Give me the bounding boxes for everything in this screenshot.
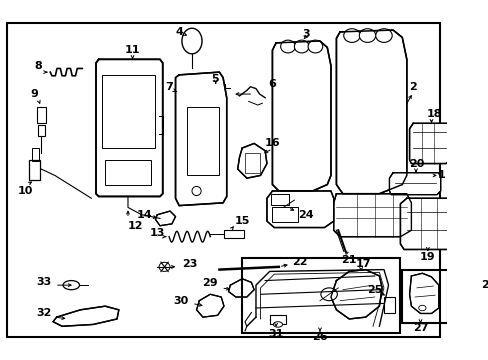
Ellipse shape [375,29,391,42]
Text: 14: 14 [136,210,152,220]
Bar [29,160,40,180]
Polygon shape [449,260,482,310]
Polygon shape [409,273,438,314]
Ellipse shape [273,322,282,327]
Bar [383,297,394,314]
Polygon shape [228,279,254,297]
Text: 1: 1 [437,170,445,180]
Polygon shape [409,123,449,163]
Ellipse shape [307,40,322,53]
Polygon shape [266,191,333,228]
Text: 7: 7 [165,82,173,92]
Polygon shape [336,30,406,194]
Text: 16: 16 [264,139,280,148]
Bar [269,315,285,324]
Bar [102,75,155,148]
Polygon shape [196,294,224,317]
Ellipse shape [280,40,295,53]
Text: 32: 32 [36,309,51,319]
Text: 12: 12 [127,221,143,231]
Text: 3: 3 [302,29,309,39]
Polygon shape [237,143,266,178]
Text: 4: 4 [175,27,183,37]
Text: 2: 2 [408,82,416,92]
Text: 22: 22 [291,257,307,267]
Text: 21: 21 [341,256,356,265]
Text: 6: 6 [268,79,276,89]
Polygon shape [53,306,119,326]
Bar [402,270,447,323]
Polygon shape [96,59,163,197]
Bar [224,230,244,238]
Ellipse shape [343,29,360,42]
Ellipse shape [418,305,425,311]
Text: 11: 11 [124,45,140,55]
Text: 9: 9 [31,89,39,99]
Text: 26: 26 [311,332,327,342]
Text: 28: 28 [480,280,488,290]
Text: 18: 18 [426,109,441,119]
Text: 25: 25 [366,285,382,295]
Text: 8: 8 [35,61,42,71]
Bar [105,160,150,185]
Text: 23: 23 [182,259,198,269]
Polygon shape [330,270,381,319]
Bar [208,84,224,91]
Text: 17: 17 [355,259,371,269]
Ellipse shape [63,280,80,290]
Ellipse shape [359,29,375,42]
Bar [32,148,39,161]
Ellipse shape [192,186,201,195]
Polygon shape [175,72,226,206]
Text: 5: 5 [211,73,218,84]
Bar [272,207,297,222]
Text: 33: 33 [36,278,51,287]
Ellipse shape [182,28,202,54]
Bar [187,107,219,175]
Polygon shape [155,211,175,226]
Polygon shape [388,173,440,195]
Text: 29: 29 [202,278,218,288]
Text: 30: 30 [173,296,188,306]
Text: 10: 10 [18,186,33,196]
Text: 20: 20 [408,159,424,170]
Ellipse shape [294,40,308,53]
Polygon shape [333,194,410,237]
Text: 19: 19 [419,252,435,262]
Bar [37,107,45,123]
Text: 13: 13 [149,228,164,238]
Text: 15: 15 [234,216,249,226]
Bar [39,125,45,136]
Ellipse shape [159,262,170,271]
Polygon shape [400,198,454,249]
Bar [270,194,288,205]
Ellipse shape [320,288,337,301]
Text: 24: 24 [298,210,313,220]
Text: 31: 31 [268,329,283,339]
Text: 27: 27 [412,323,427,333]
Bar [242,258,399,333]
Bar [244,153,259,173]
Polygon shape [272,41,330,191]
